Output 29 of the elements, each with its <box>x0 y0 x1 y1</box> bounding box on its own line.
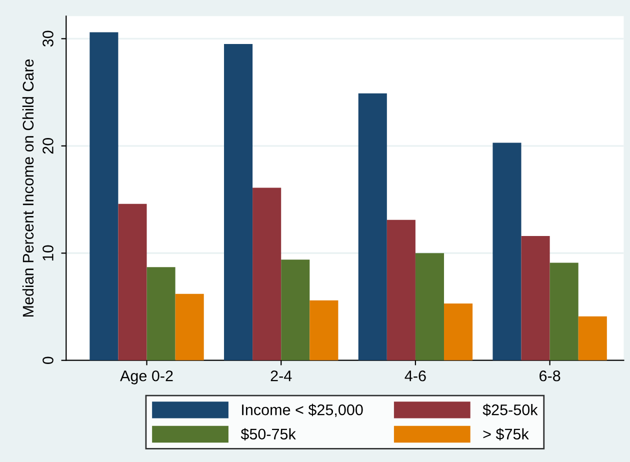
x-tick-label: Age 0-2 <box>120 370 173 384</box>
bar <box>492 142 522 360</box>
y-axis-title: Median Percent Income on Child Care <box>22 59 34 317</box>
bar <box>386 220 416 360</box>
legend-label: $50-75k <box>240 428 296 440</box>
y-tick-label: 0 <box>42 356 54 364</box>
bar <box>444 304 473 360</box>
bar <box>415 253 444 360</box>
bar <box>146 267 176 360</box>
bar <box>310 300 338 360</box>
bar <box>118 204 147 360</box>
legend-label: $25-50k <box>482 404 538 416</box>
x-tick-label: 4-6 <box>404 370 426 382</box>
bar <box>281 260 310 360</box>
legend-label: Income < $25,000 <box>242 404 363 418</box>
bar <box>90 32 118 360</box>
bar <box>521 236 550 360</box>
x-tick-label: 2-4 <box>270 370 292 382</box>
bar <box>578 316 607 360</box>
x-tick-label: 6-8 <box>540 370 560 382</box>
y-tick-label: 30 <box>42 30 54 47</box>
y-tick-label: 20 <box>42 138 54 154</box>
bar <box>252 188 282 360</box>
bar <box>175 294 204 360</box>
y-tick-label: 10 <box>42 245 54 260</box>
bar <box>550 262 578 360</box>
legend-label: > $75k <box>483 428 529 440</box>
bar <box>358 93 387 360</box>
bar <box>224 44 253 360</box>
